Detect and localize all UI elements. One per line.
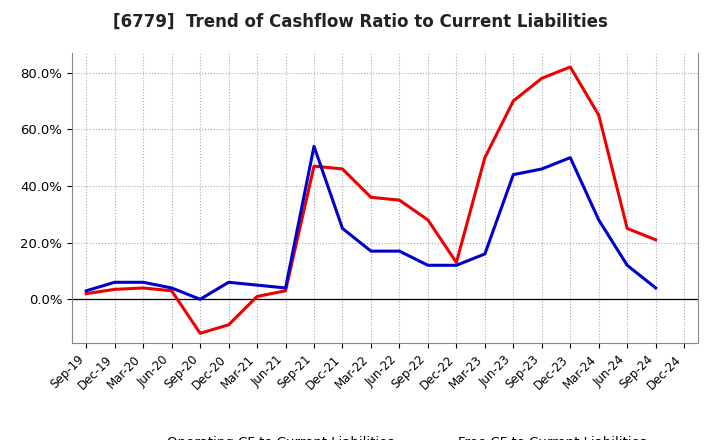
Free CF to Current Liabilities	[196, 297, 204, 302]
Free CF to Current Liabilities	[167, 285, 176, 290]
Free CF to Current Liabilities	[395, 249, 404, 254]
Free CF to Current Liabilities	[566, 155, 575, 160]
Operating CF to Current Liabilities	[423, 217, 432, 223]
Free CF to Current Liabilities	[110, 280, 119, 285]
Free CF to Current Liabilities	[623, 263, 631, 268]
Operating CF to Current Liabilities	[480, 155, 489, 160]
Line: Operating CF to Current Liabilities: Operating CF to Current Liabilities	[86, 67, 656, 333]
Line: Free CF to Current Liabilities: Free CF to Current Liabilities	[86, 146, 656, 299]
Operating CF to Current Liabilities	[366, 194, 375, 200]
Operating CF to Current Liabilities	[110, 287, 119, 292]
Free CF to Current Liabilities	[480, 251, 489, 257]
Free CF to Current Liabilities	[452, 263, 461, 268]
Operating CF to Current Liabilities	[310, 164, 318, 169]
Operating CF to Current Liabilities	[623, 226, 631, 231]
Text: [6779]  Trend of Cashflow Ratio to Current Liabilities: [6779] Trend of Cashflow Ratio to Curren…	[112, 13, 608, 31]
Free CF to Current Liabilities	[423, 263, 432, 268]
Free CF to Current Liabilities	[595, 217, 603, 223]
Free CF to Current Liabilities	[537, 166, 546, 172]
Free CF to Current Liabilities	[652, 285, 660, 290]
Operating CF to Current Liabilities	[395, 198, 404, 203]
Operating CF to Current Liabilities	[167, 288, 176, 293]
Free CF to Current Liabilities	[338, 226, 347, 231]
Operating CF to Current Liabilities	[139, 285, 148, 290]
Operating CF to Current Liabilities	[253, 294, 261, 299]
Free CF to Current Liabilities	[366, 249, 375, 254]
Operating CF to Current Liabilities	[566, 64, 575, 70]
Free CF to Current Liabilities	[82, 288, 91, 293]
Operating CF to Current Liabilities	[509, 98, 518, 103]
Operating CF to Current Liabilities	[652, 237, 660, 242]
Legend: Operating CF to Current Liabilities, Free CF to Current Liabilities: Operating CF to Current Liabilities, Fre…	[119, 431, 652, 440]
Free CF to Current Liabilities	[225, 280, 233, 285]
Operating CF to Current Liabilities	[82, 291, 91, 296]
Free CF to Current Liabilities	[509, 172, 518, 177]
Free CF to Current Liabilities	[253, 282, 261, 288]
Operating CF to Current Liabilities	[282, 288, 290, 293]
Operating CF to Current Liabilities	[537, 76, 546, 81]
Operating CF to Current Liabilities	[452, 260, 461, 265]
Operating CF to Current Liabilities	[225, 322, 233, 327]
Free CF to Current Liabilities	[282, 285, 290, 290]
Operating CF to Current Liabilities	[338, 166, 347, 172]
Operating CF to Current Liabilities	[196, 330, 204, 336]
Free CF to Current Liabilities	[139, 280, 148, 285]
Free CF to Current Liabilities	[310, 143, 318, 149]
Operating CF to Current Liabilities	[595, 113, 603, 118]
